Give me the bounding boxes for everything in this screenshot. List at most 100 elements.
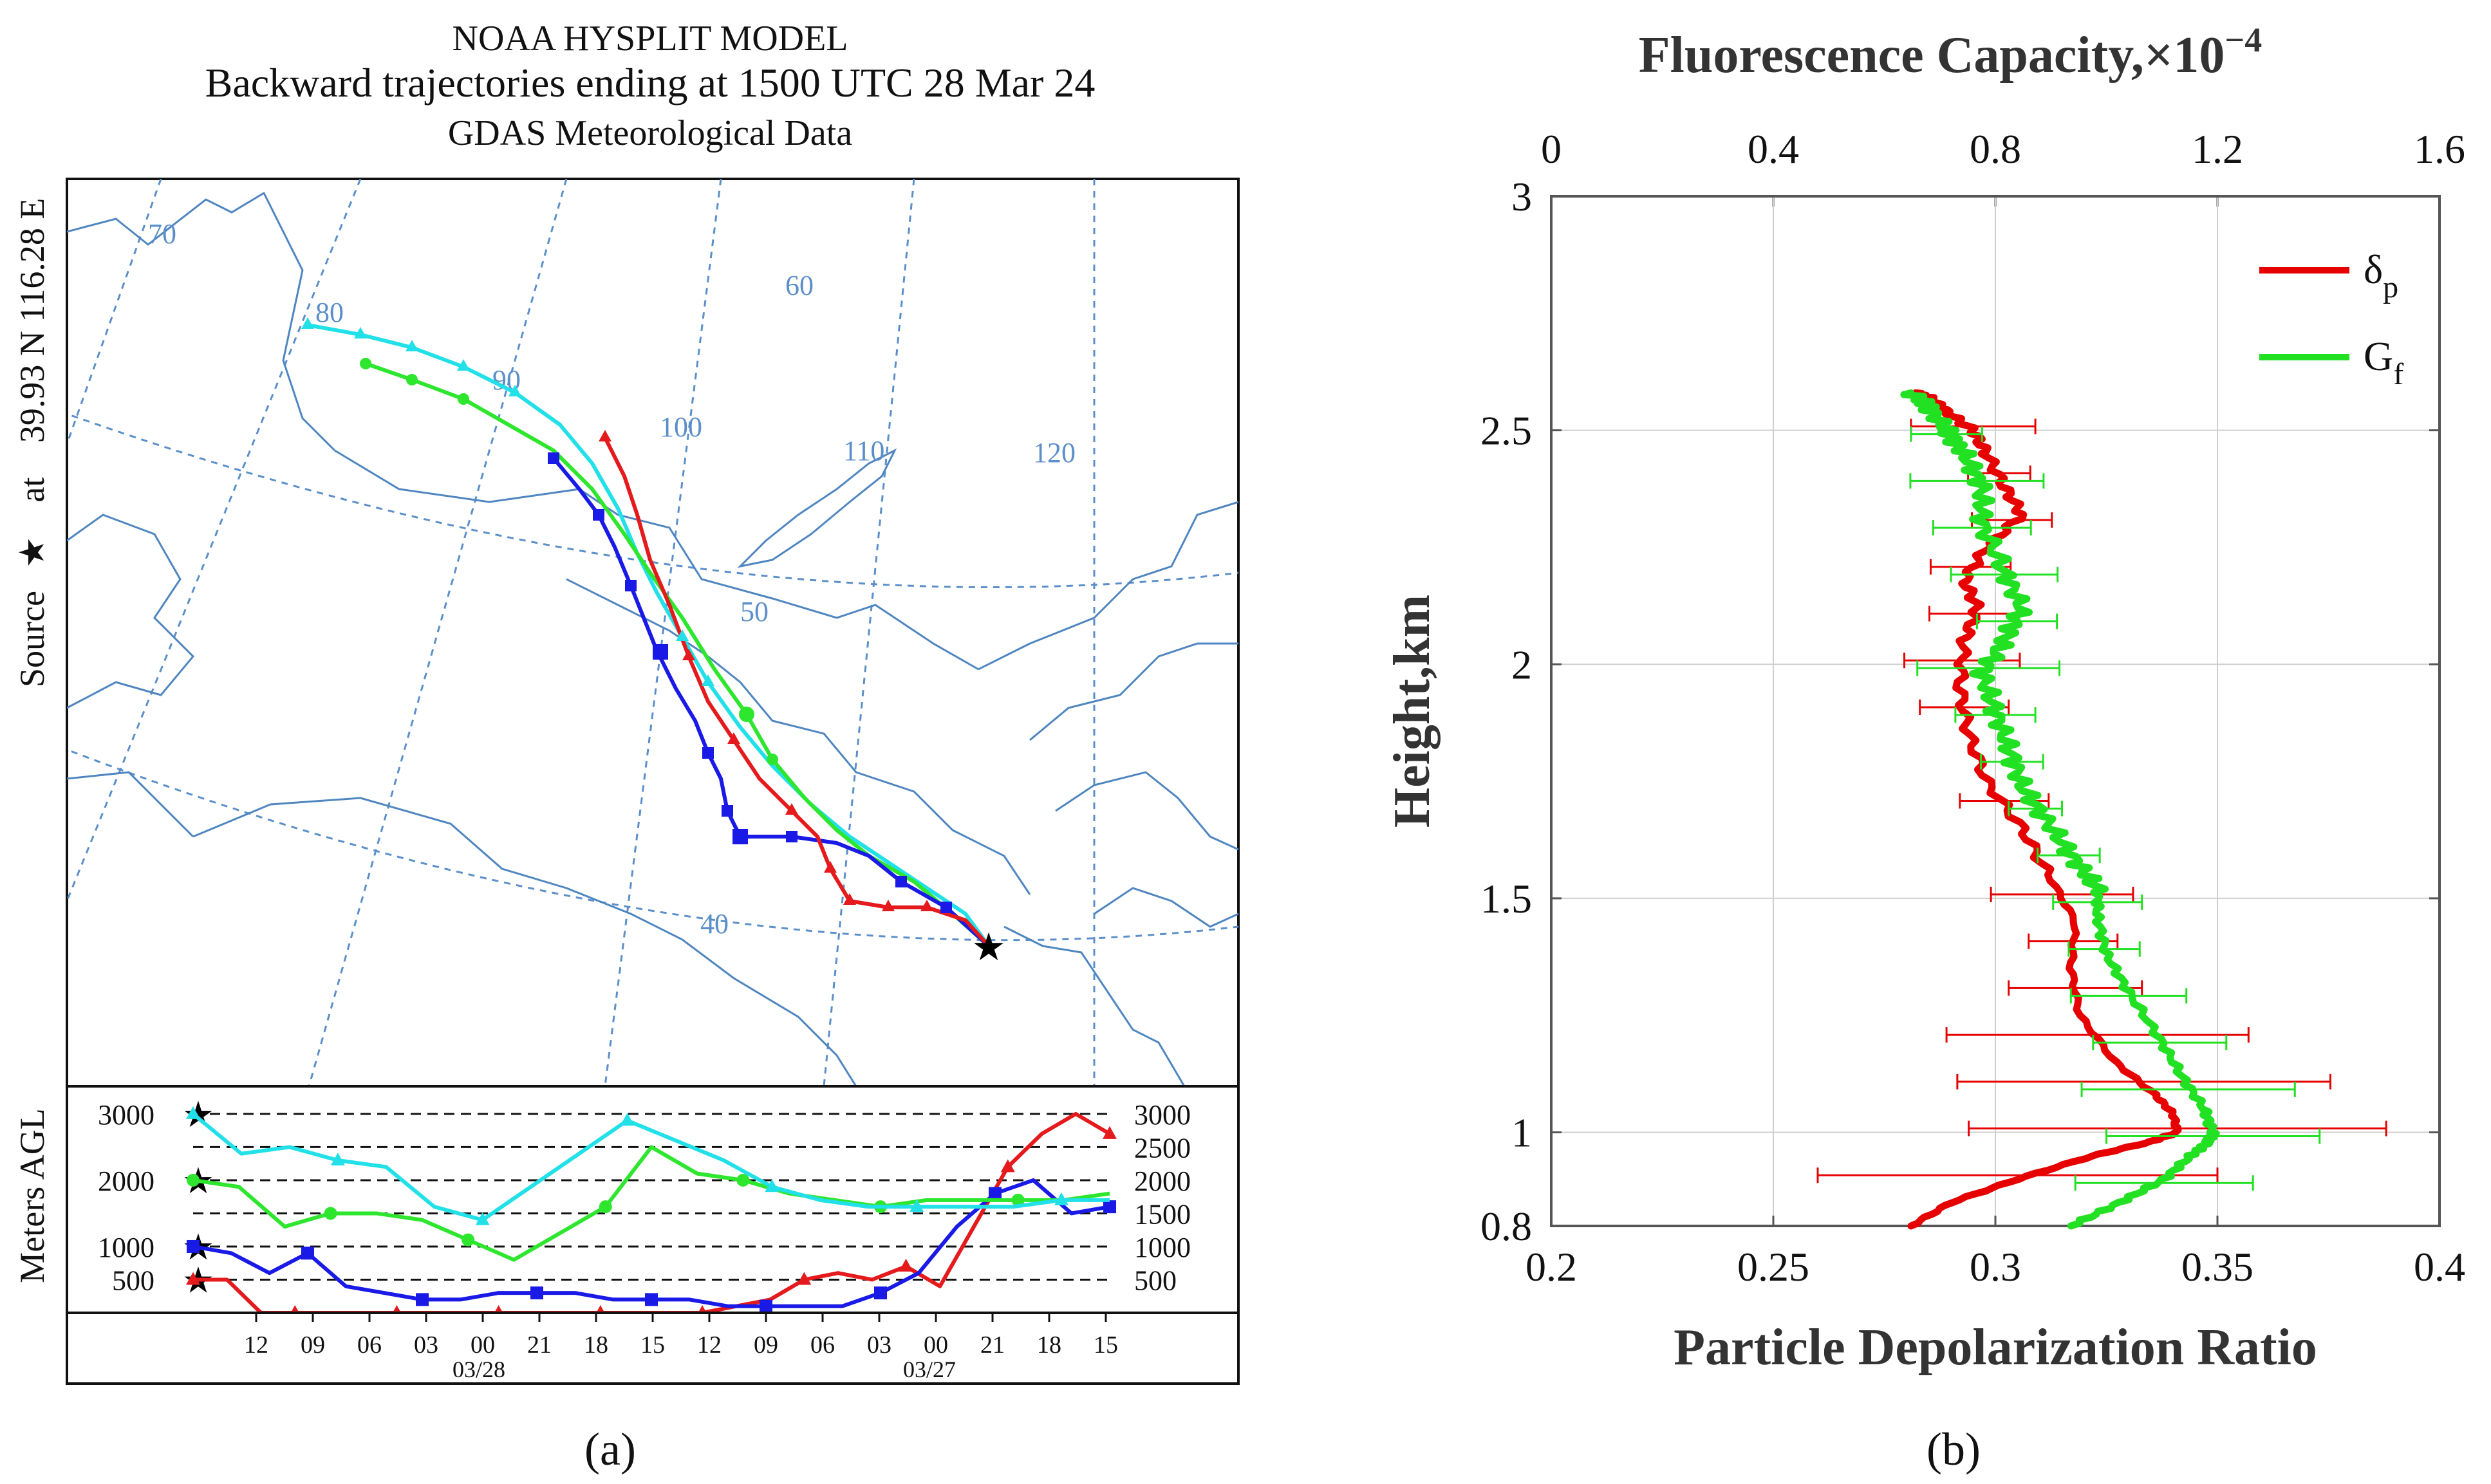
latitude-label-60: 60 bbox=[785, 270, 814, 301]
trajectory-title: Backward trajectories ending at 1500 UTC… bbox=[205, 60, 1096, 106]
x-tick-label-0.2: 0.2 bbox=[1525, 1244, 1577, 1290]
height-series-marker bbox=[1000, 1159, 1015, 1173]
height-series-marker bbox=[989, 1187, 1002, 1200]
time-tick-09: 09 bbox=[754, 1331, 778, 1359]
panel-b-depolarization-chart: Fluorescence Capacity,×10−4 0 0.4 0.8 1.2 1.… bbox=[1384, 21, 2465, 1475]
x-axis-title: Particle Depolarization Ratio bbox=[1674, 1319, 2317, 1376]
height-series-marker bbox=[797, 1272, 812, 1285]
time-tick-21: 21 bbox=[527, 1331, 552, 1359]
trajectory-3000m-marker bbox=[508, 385, 521, 396]
legend-label-gf: Gf bbox=[2364, 333, 2403, 391]
baikal-lake bbox=[737, 448, 897, 568]
source-coordinates: 39.93 N 116.28 E bbox=[13, 198, 51, 443]
trajectory-2000m-marker bbox=[458, 393, 469, 405]
longitude-label-110: 110 bbox=[843, 435, 884, 467]
legend-label-dp-main: δ bbox=[2364, 246, 2383, 292]
x-tick-label-0.4: 0.4 bbox=[2414, 1244, 2465, 1290]
time-tick-06: 06 bbox=[357, 1331, 382, 1359]
height-series-marker bbox=[899, 1258, 913, 1272]
top-tick-label-1.2: 1.2 bbox=[2192, 126, 2243, 172]
longitude-90-line bbox=[308, 179, 568, 1086]
trajectory-3000m-marker bbox=[676, 629, 689, 641]
time-tick-00: 00 bbox=[924, 1331, 948, 1359]
panel-a-caption: (a) bbox=[584, 1424, 636, 1475]
trajectory-2000m-marker bbox=[360, 358, 371, 369]
height-right-tick-2000: 2000 bbox=[1134, 1165, 1191, 1197]
central-asia-border bbox=[334, 449, 979, 671]
time-axis-frame bbox=[66, 1312, 1240, 1385]
top-axis-title-base: Fluorescence Capacity,×10 bbox=[1639, 27, 2225, 84]
legend-label-dp-sub: p bbox=[2383, 270, 2398, 304]
trajectory-1000m-marker bbox=[722, 805, 733, 817]
tibet-border bbox=[192, 797, 857, 1086]
height-series-line-2000-m bbox=[192, 1145, 1110, 1262]
height-left-tick-1000: 1000 bbox=[98, 1232, 154, 1263]
height-series-marker bbox=[186, 1272, 200, 1285]
height-right-tick-2500: 2500 bbox=[1134, 1132, 1191, 1164]
height-series-marker bbox=[1103, 1200, 1116, 1214]
y-axis-tick-labels: 0.8 1 1.5 2 2.5 3 bbox=[1480, 174, 2440, 1249]
time-tick-06: 06 bbox=[810, 1331, 835, 1359]
trajectory-1000m-markers bbox=[548, 452, 952, 913]
time-tick-12: 12 bbox=[244, 1331, 268, 1359]
svg-text:Source ★ at: Source ★ at 39.93 N 116.28 E bbox=[13, 198, 51, 687]
trajectory-1000m-marker bbox=[940, 902, 952, 913]
y-tick-label-3: 3 bbox=[1511, 174, 1532, 219]
y-tick-label-1: 1 bbox=[1511, 1110, 1532, 1156]
series-δp bbox=[1816, 389, 2387, 1230]
trajectory-500m-marker bbox=[785, 803, 798, 815]
height-series-marker bbox=[1011, 1193, 1025, 1207]
time-axis-ticks: 12 09 06 03 00 21 18 15 12 09 06 03 00 21 18 15 bbox=[244, 1313, 1118, 1359]
time-tick-12: 12 bbox=[697, 1331, 722, 1359]
y-tick-label-1.5: 1.5 bbox=[1480, 876, 1532, 922]
at-word: at bbox=[13, 478, 51, 503]
northern-coastline bbox=[67, 191, 336, 452]
trajectory-500m-marker bbox=[682, 649, 695, 660]
top-tick-label-0.4: 0.4 bbox=[1748, 126, 1799, 172]
northeast-border bbox=[978, 501, 1238, 671]
model-title: NOAA HYSPLIT MODEL bbox=[452, 19, 848, 59]
longitude-80-line bbox=[67, 179, 362, 902]
trajectory-3000m-markers bbox=[301, 317, 714, 686]
time-tick-18: 18 bbox=[1037, 1331, 1061, 1359]
caspian-aral-outline bbox=[67, 514, 195, 709]
trajectory-500m-line bbox=[603, 436, 991, 948]
yellow-sea-coast bbox=[1094, 887, 1238, 928]
trajectory-500m-marker bbox=[843, 893, 856, 905]
korea-coast bbox=[1055, 771, 1238, 851]
source-star-icon: ★ bbox=[971, 925, 1006, 970]
top-tick-label-1.6: 1.6 bbox=[2414, 126, 2465, 172]
y-tick-label-2: 2 bbox=[1511, 642, 1532, 687]
time-tick-03: 03 bbox=[867, 1331, 891, 1359]
trajectory-500m-markers bbox=[599, 430, 933, 911]
x-axis-tick-labels: 0.2 0.25 0.3 0.35 0.4 bbox=[1525, 1216, 2465, 1290]
trajectory-3000m-marker bbox=[301, 317, 314, 329]
top-axis-title-exponent: −4 bbox=[2225, 21, 2262, 59]
trajectory-1000m-marker bbox=[653, 644, 668, 660]
height-right-tick-1500: 1500 bbox=[1134, 1198, 1191, 1230]
trajectory-1000m-marker bbox=[732, 829, 748, 844]
trajectory-1000m-marker bbox=[702, 747, 714, 759]
time-tick-00: 00 bbox=[471, 1331, 495, 1359]
top-axis-tick-labels: 0 0.4 0.8 1.2 1.6 bbox=[1541, 126, 2465, 207]
height-series-marker bbox=[324, 1207, 337, 1220]
trajectory-3000m-marker bbox=[457, 359, 470, 371]
trajectory-map: 70 80 90 100 110 120 60 50 40 bbox=[66, 178, 1240, 1088]
trajectory-500m-marker bbox=[727, 732, 740, 744]
date-label-03-27: 03/27 bbox=[903, 1357, 956, 1382]
trajectory-1000m-marker bbox=[548, 452, 559, 464]
chart-gridlines bbox=[1551, 196, 2440, 1226]
y-tick-label-2.5: 2.5 bbox=[1480, 408, 1532, 454]
source-star-icon: ★ bbox=[13, 537, 51, 568]
height-series-marker bbox=[910, 1199, 924, 1212]
height-series-marker bbox=[187, 1239, 200, 1253]
height-series-marker bbox=[475, 1212, 490, 1225]
longitude-label-120: 120 bbox=[1033, 437, 1076, 468]
height-left-tick-3000: 3000 bbox=[98, 1099, 154, 1131]
trajectory-500m-marker bbox=[882, 900, 895, 911]
trajectory-1000m-marker bbox=[786, 831, 798, 842]
time-tick-15: 15 bbox=[1094, 1331, 1118, 1359]
height-right-tick-500: 500 bbox=[1134, 1265, 1177, 1296]
map-frame bbox=[66, 178, 1240, 1088]
